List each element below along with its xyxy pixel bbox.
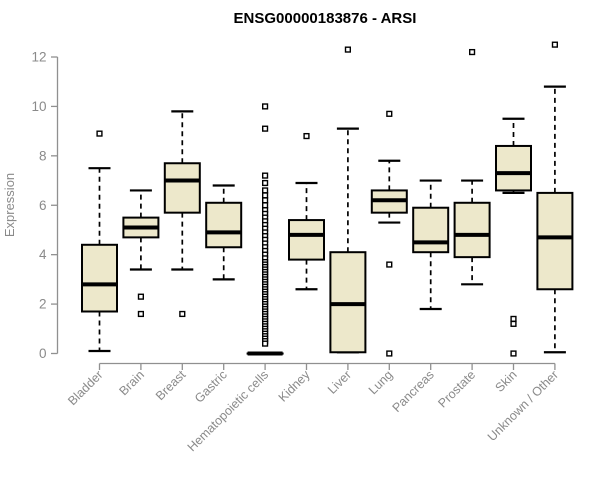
x-tick-label: Bladder (65, 368, 105, 408)
box-group-pancreas (412, 179, 450, 311)
iqr-box (453, 201, 491, 259)
outlier-point (262, 192, 269, 199)
outlier-point (469, 48, 476, 56)
y-axis: 0 2 4 6 8 10 12 (31, 50, 59, 361)
x-tick-label: Brain (116, 368, 147, 399)
y-tick-label: 4 (39, 247, 47, 262)
x-tick-label: Kidney (276, 367, 313, 404)
x-tick-label: Skin (493, 368, 520, 395)
box-group-breast (163, 110, 201, 318)
chart-title: ENSG00000183876 - ARSI (234, 10, 417, 27)
box-group-brain (122, 189, 160, 318)
box-group-bladder (81, 130, 118, 353)
y-tick-label: 0 (39, 346, 47, 361)
outlier-point (262, 103, 269, 110)
y-tick-label: 2 (39, 297, 47, 312)
x-tick-label: Gastric (192, 368, 230, 406)
outlier-point (137, 310, 145, 318)
x-tick-label: Liver (325, 368, 354, 397)
outlier-point (386, 261, 393, 268)
iqr-box (412, 206, 450, 254)
box-group-hematopoietic-cells (246, 103, 284, 356)
x-tick-label: Lung (366, 368, 396, 398)
outlier-point (96, 130, 103, 137)
box-group-liver (329, 46, 367, 354)
x-tick-label: Hematopoietic cells (185, 368, 272, 455)
outlier-point (262, 202, 269, 209)
iqr-box (288, 219, 325, 261)
outlier-point (137, 293, 145, 300)
box-group-lung (370, 110, 408, 357)
outlier-point (262, 197, 269, 204)
y-tick-label: 8 (39, 148, 47, 163)
outlier-point (386, 350, 393, 357)
outlier-point (510, 350, 517, 357)
y-tick-label: 10 (31, 99, 46, 114)
iqr-box (536, 191, 574, 291)
iqr-box (495, 144, 532, 192)
outlier-point (303, 132, 310, 140)
iqr-box (205, 201, 243, 249)
iqr-box (81, 243, 118, 313)
x-tick-label: Unknown / Other (485, 368, 561, 444)
outlier-point (551, 41, 559, 48)
x-tick-label: Pancreas (390, 368, 437, 415)
outlier-point (262, 172, 269, 179)
y-tick-label: 12 (31, 50, 46, 65)
box-group-unknown-other (536, 41, 574, 354)
x-tick-label: Breast (153, 367, 189, 403)
outlier-point (179, 310, 186, 318)
outlier-point (262, 125, 269, 132)
box-group-kidney (288, 132, 325, 291)
outlier-point (262, 340, 269, 347)
x-tick-label: Prostate (435, 368, 478, 411)
box-group-skin (495, 117, 532, 357)
box-group-gastric (205, 184, 243, 281)
outlier-point (262, 187, 269, 194)
iqr-box (163, 162, 201, 214)
box-group-prostate (453, 48, 491, 286)
outlier-point (510, 315, 517, 323)
outlier-point (344, 46, 352, 53)
outlier-point (510, 320, 517, 327)
y-tick-label: 6 (39, 198, 47, 213)
y-axis-label: Expression (2, 173, 17, 237)
boxplot-series (81, 41, 574, 357)
outlier-point (262, 179, 269, 187)
outlier-point (386, 110, 393, 117)
